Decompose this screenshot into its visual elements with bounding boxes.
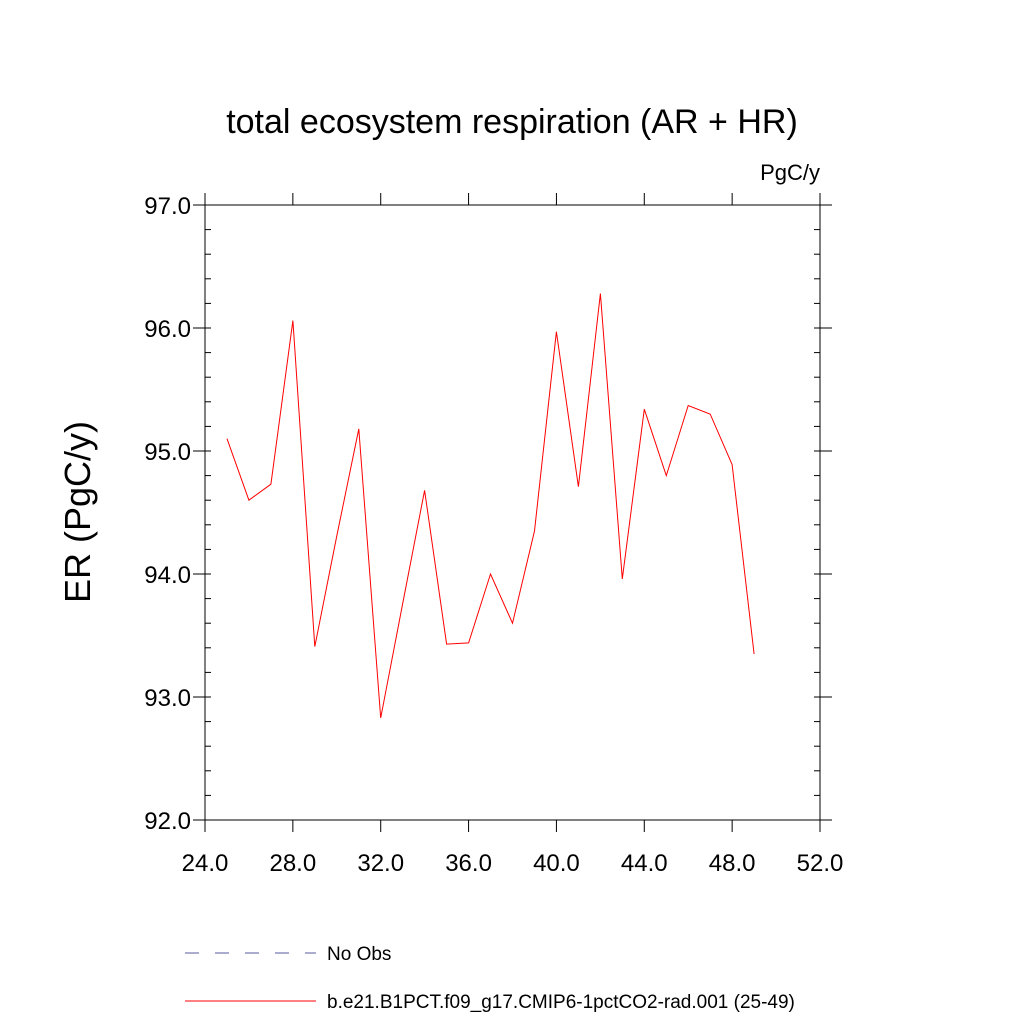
x-tick-label: 44.0 bbox=[621, 850, 668, 877]
x-tick-label: 48.0 bbox=[709, 850, 756, 877]
y-tick-label: 97.0 bbox=[144, 193, 191, 220]
x-tick-label: 40.0 bbox=[533, 850, 580, 877]
y-tick-label: 95.0 bbox=[144, 439, 191, 466]
legend-label-0: b.e21.B1PCT.f09_g17.CMIP6-1pctCO2-rad.00… bbox=[327, 992, 795, 1013]
chart-title: total ecosystem respiration (AR + HR) bbox=[226, 103, 798, 141]
plot-frame bbox=[204, 204, 821, 821]
axis-ticks bbox=[193, 193, 832, 832]
series-line-0 bbox=[226, 293, 755, 718]
legend-label-1: No Obs bbox=[327, 944, 391, 965]
legend: No Obs b.e21.B1PCT.f09_g17.CMIP6-1pctCO2-… bbox=[185, 944, 795, 1013]
y-tick-label: 92.0 bbox=[144, 808, 191, 835]
x-tick-label: 36.0 bbox=[445, 850, 492, 877]
x-tick-label: 52.0 bbox=[797, 850, 844, 877]
series-group bbox=[226, 293, 755, 718]
x-tick-label: 32.0 bbox=[357, 850, 404, 877]
y-axis-label: ER (PgC/y) bbox=[57, 421, 98, 603]
y-tick-label: 93.0 bbox=[144, 685, 191, 712]
y-tick-label: 96.0 bbox=[144, 316, 191, 343]
units-label: PgC/y bbox=[760, 160, 820, 185]
x-tick-label: 28.0 bbox=[269, 850, 316, 877]
tick-labels: 24.0 28.0 32.0 36.0 40.0 44.0 48.0 52.0 92.0 93.0… bbox=[144, 193, 843, 877]
x-tick-label: 24.0 bbox=[182, 850, 229, 877]
y-tick-label: 94.0 bbox=[144, 562, 191, 589]
